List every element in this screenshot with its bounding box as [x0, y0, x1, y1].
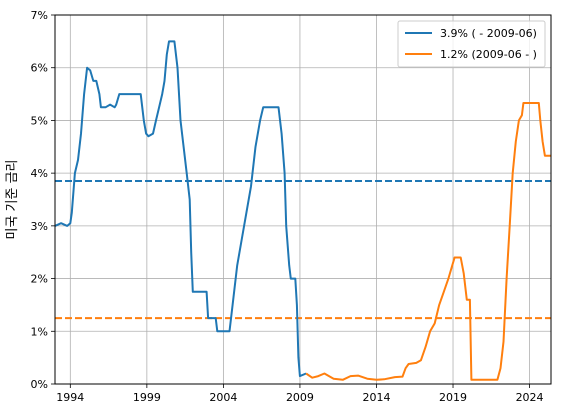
x-tick-label: 2019	[439, 391, 467, 404]
legend-label-series-2: 1.2% (2009-06 - )	[440, 48, 537, 61]
plot-frame	[54, 14, 552, 385]
x-tick-label: 2014	[362, 391, 390, 404]
y-tick-label: 4%	[31, 167, 48, 180]
y-tick-label: 0%	[31, 378, 48, 391]
x-tick-label: 2009	[286, 391, 314, 404]
y-tick-label: 5%	[31, 114, 48, 127]
series-lines	[54, 40, 551, 381]
mean-lines	[55, 180, 551, 320]
y-tick-label: 1%	[31, 325, 48, 338]
y-tick-label: 7%	[31, 9, 48, 22]
y-tick-label: 2%	[31, 273, 48, 286]
legend: 3.9% ( - 2009-06) 1.2% (2009-06 - )	[397, 20, 546, 68]
y-tick-label: 3%	[31, 220, 48, 233]
y-axis-ticks: 0% 1% 2% 3% 4% 5% 6% 7%	[31, 9, 55, 391]
legend-box	[397, 20, 546, 68]
x-tick-label: 1994	[56, 391, 84, 404]
series-line-1	[54, 40, 307, 378]
x-axis-ticks: 1994 1999 2004 2009 2014 2019 2024	[56, 384, 544, 404]
x-tick-label: 1999	[133, 391, 161, 404]
y-tick-label: 6%	[31, 62, 48, 75]
series-line-2	[305, 102, 551, 381]
y-axis-label: 미국 기준 금리	[5, 159, 20, 239]
grid	[55, 14, 551, 385]
x-tick-label: 2004	[209, 391, 237, 404]
legend-label-series-1: 3.9% ( - 2009-06)	[440, 27, 537, 40]
x-tick-label: 2024	[516, 391, 544, 404]
